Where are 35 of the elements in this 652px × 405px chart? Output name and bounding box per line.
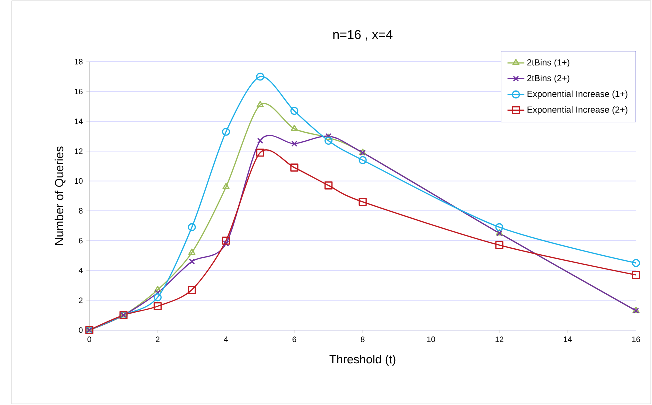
legend-label: 2tBins (2+) — [528, 74, 570, 84]
point — [188, 286, 196, 294]
point — [324, 136, 333, 145]
point — [358, 156, 367, 164]
point — [222, 183, 230, 190]
point — [189, 258, 196, 265]
chart-title: n=16 , x=4 — [334, 30, 393, 41]
legend-label: Exponential Increase (1+) — [528, 90, 628, 99]
point — [632, 259, 640, 268]
point — [188, 248, 196, 256]
point — [188, 223, 196, 232]
point — [154, 302, 162, 310]
point — [496, 241, 504, 250]
point — [632, 271, 640, 280]
point — [358, 198, 367, 206]
y-axis-title: Number of Queries — [54, 146, 66, 245]
point — [154, 293, 162, 302]
point — [154, 290, 161, 296]
point — [256, 101, 264, 108]
point — [291, 124, 298, 132]
point — [324, 182, 333, 190]
point — [292, 140, 298, 147]
point — [256, 72, 264, 81]
point — [290, 107, 299, 116]
legend-label: 2tBins (1+) — [528, 59, 570, 68]
point — [223, 240, 230, 247]
point — [290, 164, 299, 172]
point — [496, 223, 504, 232]
point — [222, 236, 230, 245]
x-axis-title: Threshold (t) — [330, 354, 396, 366]
point — [222, 128, 230, 136]
point — [256, 148, 264, 157]
legend-label: Exponential Increase (2+) — [528, 106, 628, 115]
point — [154, 286, 162, 292]
point — [257, 138, 264, 144]
